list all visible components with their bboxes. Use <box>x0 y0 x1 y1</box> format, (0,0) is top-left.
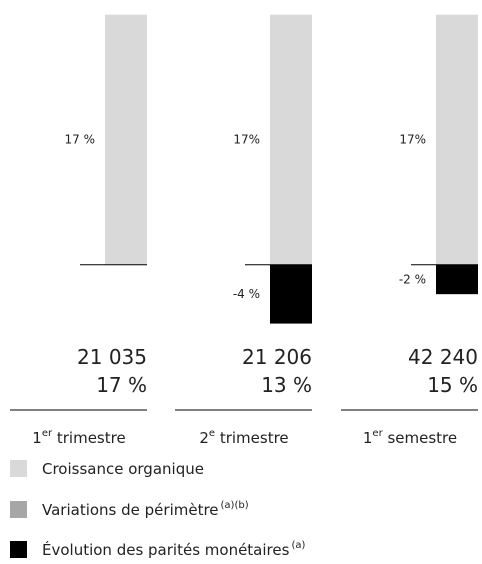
bar <box>270 14 312 265</box>
category-word: trimestre <box>57 429 126 447</box>
ordinal-suffix: er <box>372 428 383 439</box>
category-word: trimestre <box>220 429 289 447</box>
total-growth: 13 % <box>261 373 312 397</box>
bar <box>105 14 147 265</box>
category-word: semestre <box>387 429 457 447</box>
ordinal: 2 <box>199 429 209 447</box>
legend-label: Croissance organique <box>42 460 204 478</box>
data-label: -2 % <box>399 272 426 286</box>
x-tick-label: 1er trimestre <box>32 428 125 447</box>
legend-note: (a) <box>291 540 305 551</box>
total-amount: 42 240 <box>408 345 478 369</box>
total-amount: 21 206 <box>242 345 312 369</box>
legend-label: Évolution des parités monétaires (a) <box>42 540 305 559</box>
x-tick-label: 1er semestre <box>363 428 457 447</box>
legend-name: Croissance organique <box>42 460 204 478</box>
total-growth: 17 % <box>96 373 147 397</box>
data-label: -4 % <box>233 287 260 301</box>
bar <box>270 264 312 324</box>
ordinal-suffix: er <box>42 428 53 439</box>
total-amount: 21 035 <box>77 345 147 369</box>
data-label: 17 % <box>65 133 96 147</box>
bar <box>436 14 478 265</box>
ordinal: 1 <box>363 429 373 447</box>
data-label: 17% <box>399 133 426 147</box>
bar <box>436 264 478 295</box>
legend-swatch <box>10 541 27 558</box>
legend-note: (a)(b) <box>221 500 249 511</box>
legend-name: Évolution des parités monétaires <box>42 540 290 559</box>
data-label: 17% <box>233 133 260 147</box>
ordinal-suffix: e <box>209 428 215 439</box>
legend-swatch <box>10 460 27 477</box>
x-tick-label: 2e trimestre <box>199 428 288 447</box>
total-growth: 15 % <box>427 373 478 397</box>
ordinal: 1 <box>32 429 42 447</box>
legend-name: Variations de périmètre <box>42 501 219 519</box>
legend-label: Variations de périmètre (a)(b) <box>42 500 249 519</box>
legend-swatch <box>10 501 27 518</box>
